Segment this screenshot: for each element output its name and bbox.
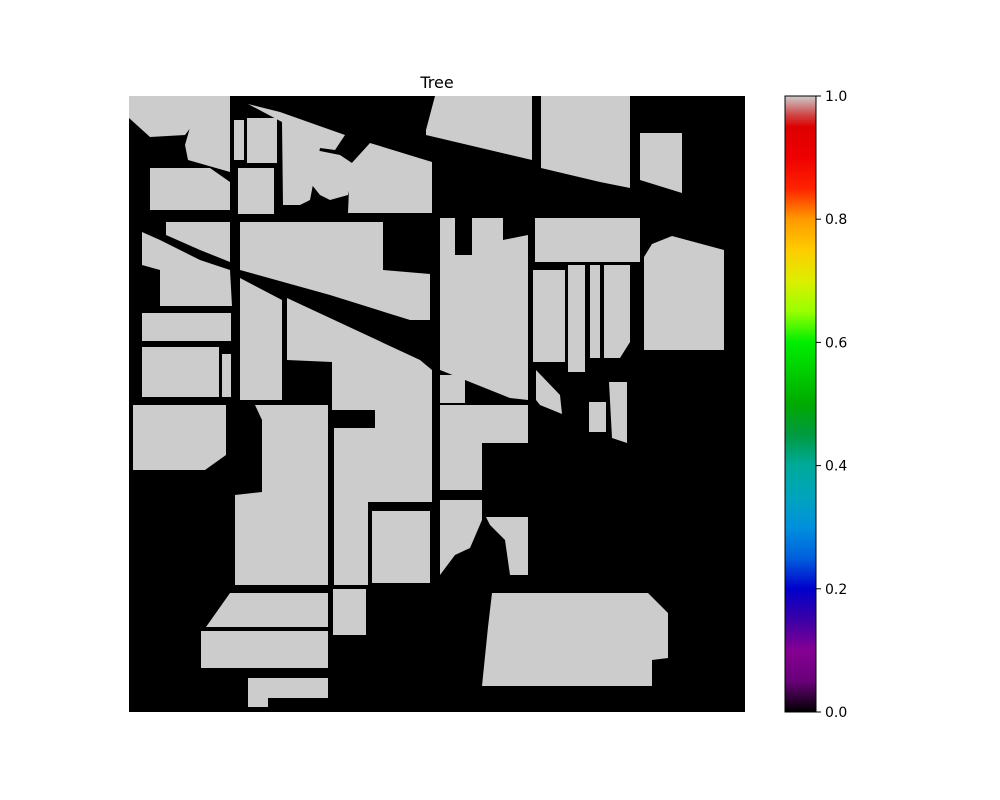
tree-region [536, 370, 562, 414]
tree-region [235, 405, 328, 585]
tree-region [222, 354, 231, 397]
tree-region [201, 631, 328, 668]
tree-region [440, 218, 528, 400]
tree-region [333, 589, 366, 635]
tree-region [440, 375, 465, 403]
tree-region [247, 118, 277, 163]
colorbar-tick-label: 0.0 [825, 705, 847, 721]
tree-region [590, 265, 600, 358]
tree-region [142, 232, 232, 306]
tree-region [133, 405, 226, 470]
heatmap-image [129, 96, 745, 712]
tree-region [541, 96, 630, 188]
tree-region [426, 96, 532, 160]
tree-region [240, 222, 430, 320]
colorbar-tick-label: 0.4 [825, 459, 847, 475]
tree-region [589, 402, 606, 432]
tree-region [609, 382, 627, 443]
colorbar-tick-label: 0.8 [825, 212, 847, 228]
tree-region [142, 347, 219, 397]
tree-region [604, 265, 630, 358]
tree-region [568, 265, 585, 372]
tree-region [206, 593, 328, 627]
tree-region [533, 270, 565, 362]
colorbar-ticks: 0.0 0.2 0.4 0.6 0.8 1.0 [816, 89, 847, 721]
tree-region [234, 120, 244, 160]
tree-region [166, 222, 230, 262]
tree-region [348, 143, 432, 213]
colorbar-gradient [785, 96, 816, 712]
tree-region [482, 593, 668, 686]
tree-region [142, 313, 231, 341]
tree-region [486, 517, 528, 575]
tree-region [640, 133, 682, 193]
tree-region [240, 278, 282, 400]
tree-region [150, 168, 230, 210]
colorbar-frame [784, 95, 817, 713]
tree-regions [129, 96, 724, 707]
tree-region [334, 410, 430, 585]
tree-region [312, 150, 355, 200]
colorbar-tick-label: 0.2 [825, 582, 847, 598]
tree-region [372, 511, 430, 583]
chart-title: Tree [419, 73, 453, 92]
tree-region [185, 96, 230, 172]
colorbar-tick-label: 1.0 [825, 89, 847, 105]
tree-region [248, 104, 345, 205]
tree-region [535, 218, 640, 262]
colorbar: 0.0 0.2 0.4 0.6 0.8 1.0 [784, 89, 847, 721]
colorbar-tick-label: 0.6 [825, 335, 847, 351]
tree-region [644, 236, 724, 350]
tree-region [440, 500, 482, 575]
tree-region [248, 678, 328, 707]
tree-region [129, 96, 215, 137]
tree-region [238, 168, 274, 214]
tree-region [440, 405, 528, 490]
